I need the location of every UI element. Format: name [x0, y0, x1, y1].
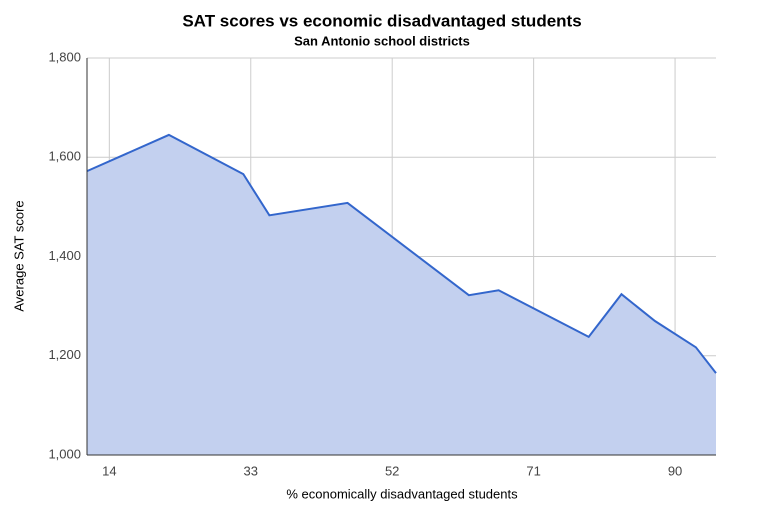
line — [86, 133, 717, 374]
chart-subtitle: San Antonio school districts — [294, 33, 470, 48]
x-tick-label: 14 — [102, 463, 116, 478]
x-tick-label: 33 — [244, 463, 258, 478]
y-axis-label: Average SAT score — [11, 200, 26, 311]
x-tick-label: 71 — [526, 463, 540, 478]
x-tick-label: 52 — [385, 463, 399, 478]
area-fill — [87, 134, 716, 455]
x-axis-label: % economically disadvantaged students — [286, 486, 518, 501]
chart-title: SAT scores vs economic disadvantaged stu… — [182, 11, 581, 30]
y-tick-label: 1,800 — [48, 49, 81, 64]
y-tick-label: 1,600 — [48, 149, 81, 164]
y-tick-label: 1,400 — [48, 248, 81, 263]
x-tick-label: 90 — [668, 463, 682, 478]
y-tick-label: 1,000 — [48, 446, 81, 461]
y-tick-label: 1,200 — [48, 347, 81, 362]
